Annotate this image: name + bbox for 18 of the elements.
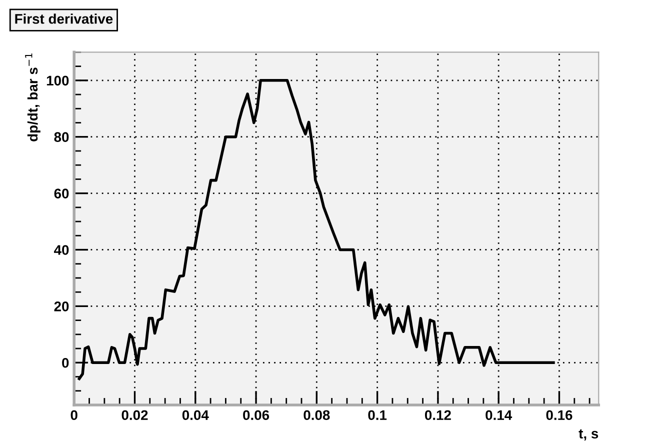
x-tick-label: 0.06 <box>243 410 270 420</box>
x-tick-label: 0.16 <box>546 410 572 420</box>
y-tick-label: 20 <box>54 302 69 312</box>
y-axis-title: dp/dt, bar s$^{−1}$ <box>25 53 40 142</box>
y-tick-label: 0 <box>62 358 69 368</box>
x-tick-label: 0.02 <box>122 410 148 420</box>
x-tick-label: 0.04 <box>182 410 209 420</box>
y-tick-label: 100 <box>46 76 69 86</box>
x-tick-label: 0.1 <box>368 410 387 420</box>
x-tick-label: 0 <box>70 410 78 420</box>
x-axis-title: t, s <box>578 429 598 441</box>
y-tick-label: 60 <box>54 188 69 198</box>
y-tick-label: 80 <box>54 132 69 142</box>
chart-title: First derivative <box>15 14 113 24</box>
x-tick-label: 0.08 <box>304 410 330 420</box>
x-tick-label: 0.12 <box>424 410 451 420</box>
x-tick-label: 0.14 <box>486 410 512 420</box>
y-tick-label: 40 <box>54 245 69 255</box>
